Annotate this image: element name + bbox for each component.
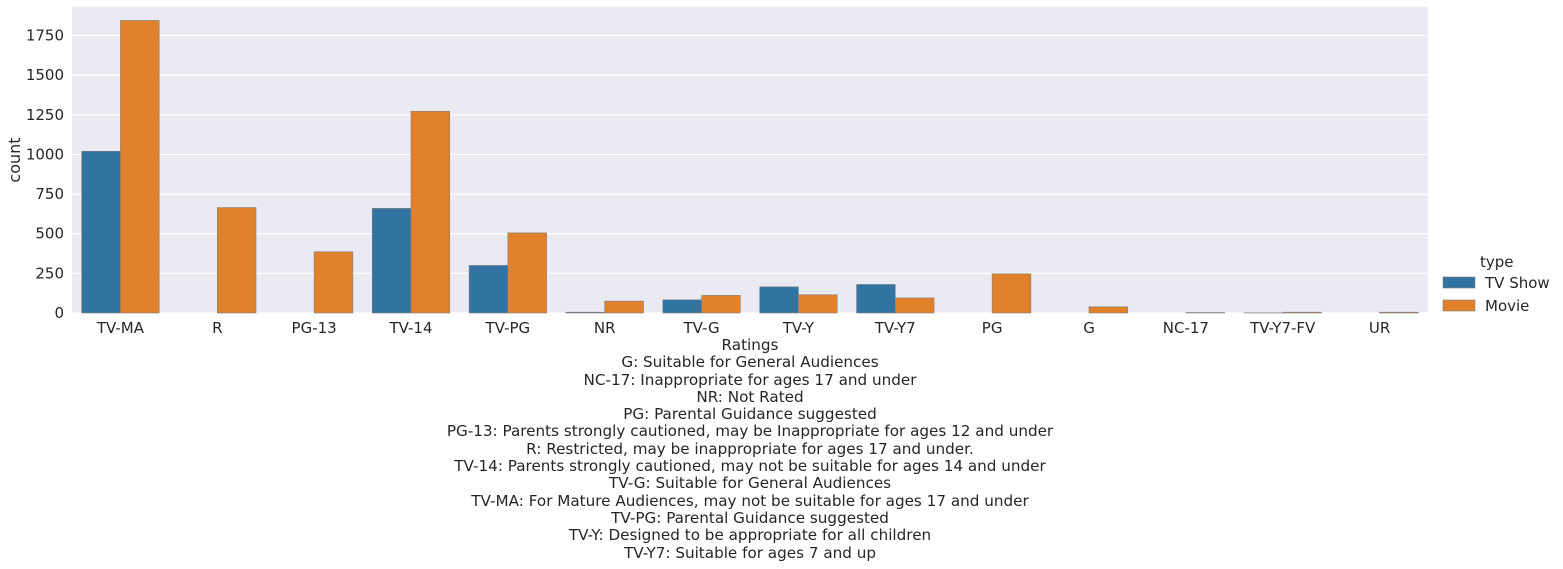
x-axis-label-block: Ratings G: Suitable for General Audience… <box>400 336 1100 562</box>
x-tick-label: R <box>212 319 222 337</box>
x-tick-label: TV-Y7-FV <box>1249 319 1316 337</box>
bar-movie <box>894 297 935 314</box>
bar-movie <box>991 273 1032 314</box>
bar-tv-show <box>371 208 412 314</box>
bar-tv-show <box>759 286 799 314</box>
rating-definitions: G: Suitable for General Audiences NC-17: … <box>400 353 1100 562</box>
rating-definition-line: TV-PG: Parental Guidance suggested <box>611 508 889 527</box>
bar-movie <box>507 232 547 314</box>
x-tick-label: G <box>1083 319 1095 337</box>
y-tick-label: 250 <box>35 264 64 282</box>
bar-movie <box>410 111 451 314</box>
rating-definition-line: NC-17: Inappropriate for ages 17 and und… <box>583 370 917 389</box>
x-tick-label: TV-PG <box>485 319 531 337</box>
gridlines <box>72 34 1428 314</box>
legend-title: type <box>1480 253 1514 271</box>
legend-swatch <box>1442 276 1476 289</box>
bar-tv-show <box>856 284 896 314</box>
bar-tv-show <box>81 150 121 314</box>
x-tick-label: UR <box>1369 319 1390 337</box>
x-tick-label: TV-MA <box>96 319 145 337</box>
rating-definition-line: PG: Parental Guidance suggested <box>623 405 877 424</box>
bar-movie <box>1379 311 1419 314</box>
x-tick-labels: TV-MA R PG-13 TV-14 TV-PG NR TV-G TV-Y TV-Y7 PG G N… <box>96 319 1390 337</box>
x-tick-label: TV-Y7 <box>874 319 916 337</box>
y-tick-label: 1500 <box>26 66 64 84</box>
y-axis-label: count <box>5 137 24 182</box>
rating-definition-line: TV-G: Suitable for General Audiences <box>608 474 892 493</box>
rating-definition-line: TV-Y: Designed to be appropriate for all… <box>568 526 932 545</box>
rating-definition-line: PG-13: Parents strongly cautioned, may b… <box>446 422 1054 441</box>
legend: type TV Show Movie <box>1442 253 1550 315</box>
bar-movie <box>1088 306 1129 314</box>
y-tick-label: 1000 <box>26 145 64 163</box>
rating-definition-line: TV-14: Parents strongly cautioned, may n… <box>454 457 1046 476</box>
legend-swatch <box>1442 299 1476 312</box>
bars <box>81 20 1419 314</box>
bar-tv-show <box>662 299 702 314</box>
x-tick-label: PG-13 <box>292 319 337 337</box>
plot-background <box>72 7 1428 313</box>
y-tick-label: 500 <box>35 225 64 243</box>
bar-movie <box>120 20 160 314</box>
rating-definition-line: G: Suitable for General Audiences <box>621 353 879 372</box>
bar-movie <box>313 251 354 314</box>
bar-movie <box>798 294 838 314</box>
bar-movie <box>1282 311 1322 314</box>
x-axis-label: Ratings <box>721 336 779 354</box>
legend-item-label: Movie <box>1485 297 1529 315</box>
legend-item-label: TV Show <box>1484 274 1550 292</box>
bar-tv-show <box>468 265 509 314</box>
bar-movie <box>216 207 257 314</box>
y-tick-label: 0 <box>54 304 64 322</box>
bar-tv-show <box>565 311 606 314</box>
bar-movie <box>701 295 741 314</box>
x-tick-label: TV-G <box>683 319 720 337</box>
y-tick-labels: 0 250 500 750 1000 1250 1500 1750 <box>26 27 64 322</box>
x-tick-label: TV-Y <box>782 319 815 337</box>
y-tick-label: 1750 <box>26 27 64 45</box>
rating-definition-line: NR: Not Rated <box>696 387 804 406</box>
rating-definition-line: R: Restricted, may be inappropriate for … <box>526 439 974 458</box>
y-tick-label: 1250 <box>26 106 64 124</box>
y-tick-label: 750 <box>35 185 64 203</box>
x-tick-label: NR <box>594 319 616 337</box>
x-tick-label: NC-17 <box>1163 319 1209 337</box>
rating-definition-line: TV-Y7: Suitable for ages 7 and up <box>623 543 876 562</box>
x-tick-label: PG <box>982 319 1003 337</box>
rating-definition-line: TV-MA: For Mature Audiences, may not be … <box>471 491 1029 510</box>
x-tick-label: TV-14 <box>388 319 432 337</box>
bar-movie <box>604 300 644 314</box>
